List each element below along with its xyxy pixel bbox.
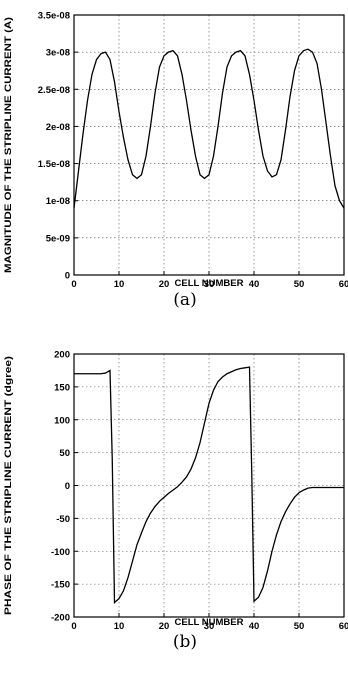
plot-b-x-tick-label: 50 bbox=[294, 621, 305, 632]
plot-b-y-tick-label: 50 bbox=[59, 448, 70, 459]
plot-b-x-tick-label: 10 bbox=[114, 621, 125, 632]
plot-b-y-tick-label: -200 bbox=[51, 613, 70, 624]
plot-b-y-tick-label: 200 bbox=[54, 350, 70, 361]
plot-b-y-tick-label: 100 bbox=[54, 415, 70, 426]
plot-b-x-tick-label: 60 bbox=[339, 621, 348, 632]
plot-b-y-tick-label: -100 bbox=[51, 547, 70, 558]
plot-a-x-tick-label: 40 bbox=[249, 279, 260, 290]
plot-a-y-tick-label: 1.5e-08 bbox=[38, 159, 70, 170]
plot-b-y-tick-label: 150 bbox=[54, 382, 70, 393]
plot-b-x-tick-label: 20 bbox=[159, 621, 170, 632]
plot-a-y-tick-label: 5e-09 bbox=[46, 233, 70, 244]
plot-a-caption: (a) bbox=[173, 290, 196, 310]
plot-b-x-tick-label: 40 bbox=[249, 621, 260, 632]
plot-b-y-tick-label: -50 bbox=[56, 514, 70, 525]
plot-a-x-tick-label: 50 bbox=[294, 279, 305, 290]
plot-a-x-tick-label: 60 bbox=[339, 279, 348, 290]
plot-b-x-tick-label: 0 bbox=[71, 621, 76, 632]
plot-b-x-tick-label: 30 bbox=[204, 621, 215, 632]
plot-a-y-tick-label: 2e-08 bbox=[46, 122, 70, 133]
plot-a-x-tick-label: 10 bbox=[114, 279, 125, 290]
plot-b-caption: (b) bbox=[173, 632, 197, 652]
magnitude-series-line bbox=[73, 48, 345, 209]
plot-a-y-tick-label: 2.5e-08 bbox=[38, 85, 70, 96]
plot-a-y-tick-label: 1e-08 bbox=[46, 196, 70, 207]
plot-b-y-tick-label: 0 bbox=[65, 481, 70, 492]
plot-b-y-tick-label: -150 bbox=[51, 580, 70, 591]
phase-series-line bbox=[74, 366, 344, 604]
plot-a-x-tick-label: 0 bbox=[71, 279, 76, 290]
plot-a-x-tick-label: 30 bbox=[204, 279, 215, 290]
plot-a: 0 10 20 30 40 50 60 0 5e-09 1e-08 1.5e-08 2e-08 2.5e… bbox=[3, 11, 348, 311]
plot-a-y-tick-label: 3.5e-08 bbox=[38, 11, 70, 22]
plot-b: 0 10 20 30 40 50 60 -200 -150 -100 -50 0 50 100 150 200… bbox=[3, 350, 348, 653]
plot-b-y-axis-label: PHASE OF THE STRIPLINE CURRENT (dgree) bbox=[3, 356, 14, 615]
plot-a-x-axis-label: CELL NUMBER bbox=[175, 278, 244, 289]
plot-a-y-tick-label: 3e-08 bbox=[46, 48, 70, 59]
plot-a-x-tick-label: 20 bbox=[159, 279, 170, 290]
plot-a-y-axis-label: MAGNITUDE OF THE STRIPLINE CURRENT (A) bbox=[3, 17, 14, 273]
plot-a-y-tick-label: 0 bbox=[65, 271, 70, 282]
plot-b-x-axis-label: CELL NUMBER bbox=[175, 617, 244, 628]
